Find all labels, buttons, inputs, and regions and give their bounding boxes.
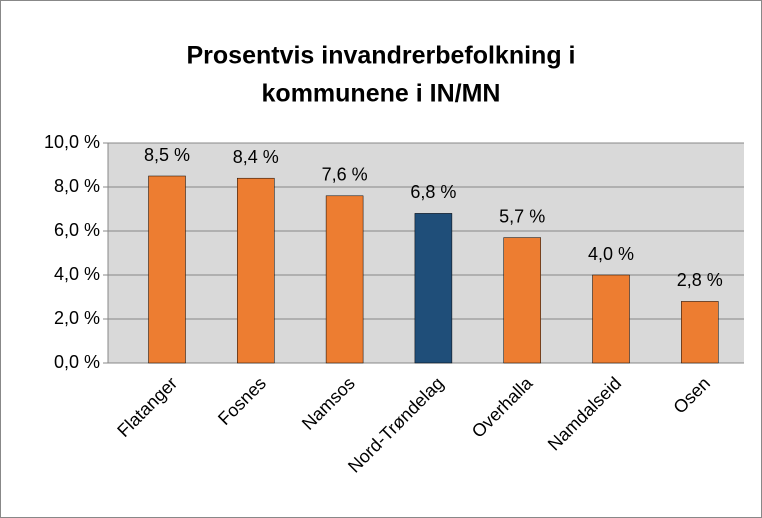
data-label: 8,5 % — [144, 145, 190, 165]
y-tick-label: 4,0 % — [54, 264, 100, 284]
y-tick-label: 2,0 % — [54, 308, 100, 328]
bar — [681, 301, 719, 364]
bar — [592, 274, 630, 364]
bar — [503, 237, 541, 364]
data-label: 2,8 % — [677, 270, 723, 290]
data-label: 5,7 % — [499, 206, 545, 226]
y-tick-label: 0,0 % — [54, 352, 100, 372]
data-label: 4,0 % — [588, 244, 634, 264]
y-tick-label: 8,0 % — [54, 176, 100, 196]
data-label: 8,4 % — [233, 147, 279, 167]
bar — [325, 195, 364, 364]
chart-title: Prosentvis invandrerbefolkning i — [187, 42, 576, 70]
data-label: 7,6 % — [322, 165, 368, 185]
y-tick-label: 10,0 % — [44, 132, 100, 152]
chart-title: kommunene i IN/MN — [262, 80, 501, 108]
y-tick-label: 6,0 % — [54, 220, 100, 240]
bar — [237, 177, 275, 364]
bar — [414, 213, 453, 364]
data-label: 6,8 % — [410, 182, 456, 202]
bar — [148, 175, 186, 364]
